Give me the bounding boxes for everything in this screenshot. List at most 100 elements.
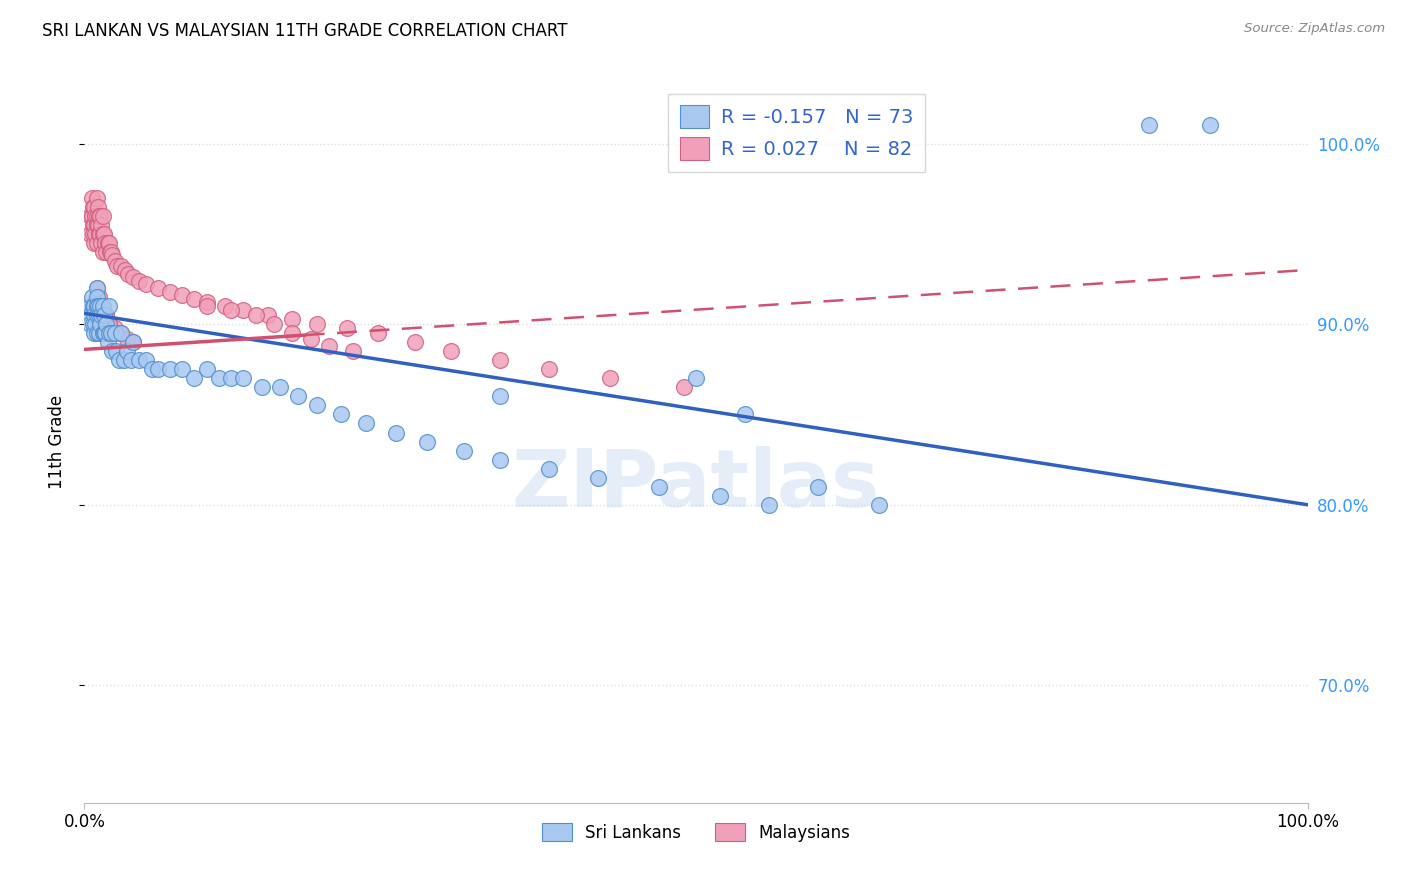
Point — [80, 191, 103, 205]
Point — [110, 260, 132, 274]
Point — [440, 344, 463, 359]
Point — [86, 290, 108, 304]
Point — [183, 292, 205, 306]
Point — [120, 353, 142, 368]
Point — [135, 353, 157, 368]
Point — [104, 320, 127, 334]
Point — [84, 227, 107, 241]
Point — [87, 227, 110, 241]
Point — [79, 317, 101, 331]
Point — [586, 470, 609, 484]
Point — [122, 335, 145, 350]
Point — [110, 326, 132, 340]
Point — [100, 244, 122, 259]
Point — [232, 302, 254, 317]
Point — [135, 277, 157, 292]
Point — [86, 326, 108, 340]
Point — [87, 200, 110, 214]
Point — [538, 461, 561, 475]
Point — [100, 326, 122, 340]
Point — [86, 218, 108, 232]
Point — [672, 380, 695, 394]
Point — [91, 209, 114, 223]
Point — [195, 295, 218, 310]
Point — [219, 302, 242, 317]
Point — [97, 317, 120, 331]
Point — [263, 317, 285, 331]
Text: SRI LANKAN VS MALAYSIAN 11TH GRADE CORRELATION CHART: SRI LANKAN VS MALAYSIAN 11TH GRADE CORRE… — [42, 22, 568, 40]
Point — [84, 209, 107, 223]
Point — [97, 235, 120, 250]
Point — [489, 389, 512, 403]
Point — [117, 267, 139, 281]
Point — [128, 353, 150, 368]
Point — [96, 317, 118, 331]
Point — [159, 362, 181, 376]
Point — [208, 371, 231, 385]
Point — [269, 380, 291, 394]
Point — [115, 344, 138, 359]
Point — [83, 218, 105, 232]
Point — [94, 235, 117, 250]
Point — [96, 244, 118, 259]
Point — [404, 335, 426, 350]
Point — [105, 344, 128, 359]
Point — [93, 308, 115, 322]
Point — [104, 253, 127, 268]
Point — [336, 320, 359, 334]
Point — [87, 299, 110, 313]
Point — [110, 326, 132, 340]
Point — [94, 326, 117, 340]
Point — [648, 480, 671, 494]
Point — [79, 299, 101, 313]
Point — [84, 317, 107, 331]
Point — [869, 498, 891, 512]
Point — [90, 218, 112, 232]
Point — [82, 200, 104, 214]
Point — [232, 371, 254, 385]
Text: Source: ZipAtlas.com: Source: ZipAtlas.com — [1244, 22, 1385, 36]
Point — [87, 209, 110, 223]
Point — [91, 326, 114, 340]
Point — [80, 290, 103, 304]
Point — [86, 209, 108, 223]
Point — [90, 308, 112, 322]
Point — [281, 311, 304, 326]
Point — [79, 209, 101, 223]
Point — [183, 371, 205, 385]
Point — [318, 339, 340, 353]
Point — [101, 248, 124, 262]
Point — [87, 218, 110, 232]
Point — [330, 408, 353, 422]
Y-axis label: 11th Grade: 11th Grade — [48, 394, 66, 489]
Point — [97, 326, 120, 340]
Point — [86, 308, 108, 322]
Point — [91, 227, 114, 241]
Point — [91, 302, 114, 317]
Point — [107, 353, 129, 368]
Text: ZIPatlas: ZIPatlas — [512, 446, 880, 524]
Point — [416, 434, 439, 449]
Point — [245, 308, 267, 322]
Point — [114, 263, 136, 277]
Point — [287, 389, 309, 403]
Point — [122, 270, 145, 285]
Point — [79, 227, 101, 241]
Point — [281, 326, 304, 340]
Point — [489, 452, 512, 467]
Point — [159, 285, 181, 299]
Point — [104, 326, 127, 340]
Point — [195, 299, 218, 313]
Point — [97, 299, 120, 313]
Point — [83, 235, 105, 250]
Point — [105, 260, 128, 274]
Point — [89, 299, 111, 313]
Point — [305, 317, 328, 331]
Point — [195, 362, 218, 376]
Point — [86, 281, 108, 295]
Point — [86, 235, 108, 250]
Point — [93, 326, 115, 340]
Point — [1137, 119, 1160, 133]
Point — [1198, 119, 1220, 133]
Point — [367, 326, 389, 340]
